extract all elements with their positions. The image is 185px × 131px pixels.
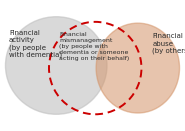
Text: Financial
abuse
(by others): Financial abuse (by others) <box>152 33 185 54</box>
Ellipse shape <box>6 17 107 114</box>
Ellipse shape <box>96 23 179 113</box>
Text: Financial
mismanagement
(by people with
dementia or someone
acting on their beha: Financial mismanagement (by people with … <box>59 32 129 61</box>
Text: Financial
activity
(by people
with dementia): Financial activity (by people with demen… <box>9 30 62 58</box>
